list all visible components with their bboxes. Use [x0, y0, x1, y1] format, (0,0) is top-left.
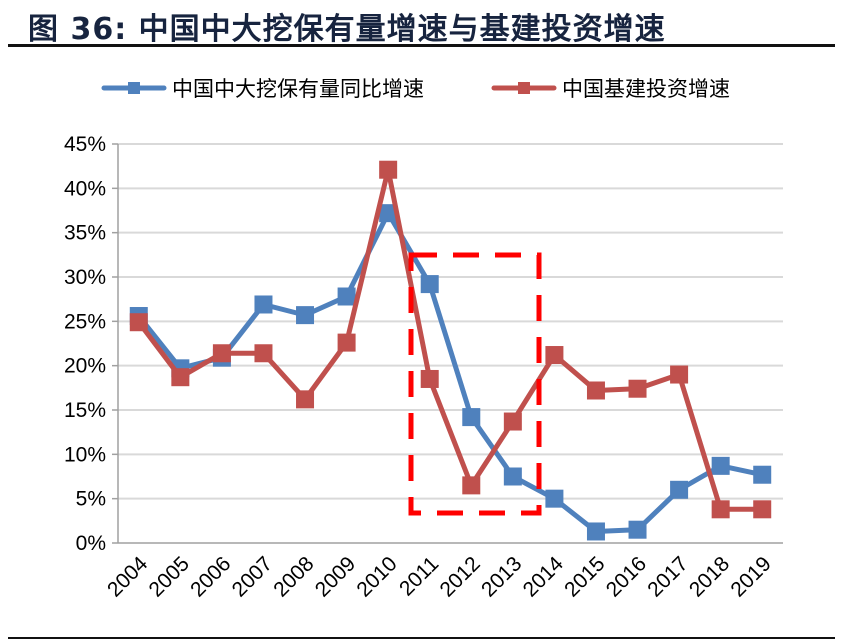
x-tick-label: 2009 [311, 552, 360, 601]
data-point-marker [129, 313, 148, 332]
y-tick-label: 35% [64, 222, 106, 245]
data-point-marker [545, 489, 564, 508]
data-point-marker [254, 295, 273, 314]
data-point-marker [296, 390, 315, 409]
data-point-marker [337, 333, 356, 352]
y-tick-label: 5% [76, 488, 106, 511]
data-point-marker [670, 480, 689, 499]
data-point-marker [254, 344, 273, 363]
bottom-rule [8, 637, 835, 639]
data-point-marker [212, 344, 231, 363]
data-point-marker [296, 306, 315, 325]
legend: 中国中大挖保有量同比增速 中国基建投资增速 [101, 77, 730, 101]
x-tick-label: 2019 [726, 552, 775, 601]
series-infrastructure-growth [129, 160, 772, 519]
data-point-marker [753, 500, 772, 519]
x-tick-label: 2004 [103, 552, 153, 602]
x-tick-label: 2006 [186, 552, 235, 601]
data-point-marker [711, 500, 730, 519]
x-tick-label: 2008 [269, 552, 318, 601]
y-tick-label: 25% [64, 310, 106, 333]
data-point-marker [670, 365, 689, 384]
y-tick-label: 15% [64, 399, 106, 422]
data-point-marker [545, 346, 564, 365]
series-line [136, 167, 763, 512]
legend-marker-icon [518, 82, 530, 94]
legend-item-infrastructure: 中国基建投资增速 [491, 77, 730, 101]
x-tick-label: 2012 [436, 552, 485, 601]
data-point-marker [628, 379, 647, 398]
y-tick-label: 20% [64, 355, 106, 378]
x-tick-label: 2015 [560, 552, 609, 601]
x-tick-label: 2005 [145, 552, 194, 601]
data-point-marker [503, 467, 522, 486]
series-line [136, 210, 763, 534]
highlight-dashed-box [408, 252, 542, 516]
data-point-marker [420, 369, 439, 388]
figure-title: 图 36: 中国中大挖保有量增速与基建投资增速 [28, 12, 666, 47]
x-tick-label: 2007 [228, 552, 277, 601]
legend-item-excavator: 中国中大挖保有量同比增速 [101, 77, 424, 101]
data-point-marker [462, 408, 481, 427]
data-point-marker [586, 381, 605, 400]
data-point-marker [628, 520, 647, 539]
data-point-marker [753, 465, 772, 484]
data-point-marker [420, 275, 439, 294]
x-tick-label: 2010 [352, 552, 401, 601]
x-tick-label: 2017 [643, 552, 692, 601]
x-tick-label: 2016 [602, 552, 651, 601]
x-tick-label: 2018 [685, 552, 734, 601]
y-tick-label: 10% [64, 443, 106, 466]
y-tick-label: 0% [76, 532, 106, 555]
legend-label: 中国中大挖保有量同比增速 [172, 77, 424, 101]
data-point-marker [379, 160, 398, 179]
y-tick-label: 45% [64, 133, 106, 156]
data-point-marker [503, 412, 522, 431]
legend-marker-icon [128, 82, 140, 94]
x-tick-label: 2014 [519, 552, 569, 602]
data-point-marker [586, 522, 605, 541]
data-point-marker [711, 456, 730, 475]
title-rule [8, 44, 835, 47]
y-tick-label: 40% [64, 177, 106, 200]
legend-label: 中国基建投资增速 [562, 77, 730, 101]
data-point-marker [337, 287, 356, 306]
x-tick-label: 2013 [477, 552, 526, 601]
y-tick-label: 30% [64, 266, 106, 289]
data-point-marker [379, 204, 398, 223]
x-tick-label: 2011 [395, 552, 443, 600]
data-point-marker [171, 368, 190, 387]
data-point-marker [462, 476, 481, 495]
